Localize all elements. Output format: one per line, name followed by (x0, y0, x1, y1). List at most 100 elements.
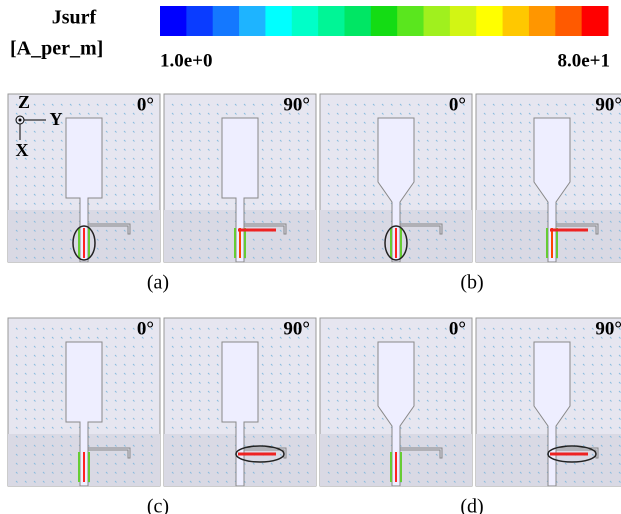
field-dot (252, 220, 255, 223)
field-dot (327, 247, 330, 250)
field-dot (51, 157, 54, 160)
field-dot (462, 345, 465, 348)
field-dot (306, 372, 309, 375)
field-dot (207, 157, 210, 160)
field-dot (492, 417, 495, 420)
field-dot (33, 238, 36, 241)
field-dot (582, 247, 585, 250)
field-dot (189, 462, 192, 465)
field-dot (591, 148, 594, 151)
angle-label: 0° (449, 94, 466, 115)
field-dot (381, 220, 384, 223)
field-dot (207, 121, 210, 124)
field-dot (600, 256, 603, 259)
field-dot (270, 390, 273, 393)
field-dot (618, 372, 621, 375)
field-dot (51, 381, 54, 384)
field-dot (381, 417, 384, 420)
field-dot (582, 408, 585, 411)
field-dot (15, 363, 18, 366)
legend-title: Jsurf (52, 7, 97, 29)
field-dot (216, 121, 219, 124)
field-dot (15, 480, 18, 483)
field-dot (564, 112, 567, 115)
field-dot (510, 417, 513, 420)
field-dot (24, 229, 27, 232)
field-dot (345, 363, 348, 366)
field-dot (306, 345, 309, 348)
field-dot (381, 211, 384, 214)
field-dot (417, 480, 420, 483)
field-dot (132, 175, 135, 178)
field-dot (363, 256, 366, 259)
field-dot (354, 435, 357, 438)
field-dot (501, 247, 504, 250)
field-dot (363, 381, 366, 384)
field-dot (528, 157, 531, 160)
field-dot (189, 130, 192, 133)
field-dot (618, 453, 621, 456)
field-dot (591, 327, 594, 330)
field-dot (444, 462, 447, 465)
field-dot (510, 166, 513, 169)
stub (88, 223, 131, 235)
field-dot (381, 471, 384, 474)
field-dot (207, 480, 210, 483)
field-dot (417, 426, 420, 429)
field-dot (42, 435, 45, 438)
field-dot (372, 480, 375, 483)
field-dot (453, 103, 456, 106)
field-dot (105, 256, 108, 259)
field-dot (24, 471, 27, 474)
field-dot (372, 193, 375, 196)
field-dot (582, 148, 585, 151)
field-dot (600, 417, 603, 420)
field-dot (483, 480, 486, 483)
field-dot (609, 336, 612, 339)
field-dot (600, 453, 603, 456)
field-dot (279, 426, 282, 429)
field-dot (483, 121, 486, 124)
field-dot (363, 471, 366, 474)
field-dot (483, 471, 486, 474)
field-dot (261, 175, 264, 178)
field-dot (288, 175, 291, 178)
field-dot (297, 193, 300, 196)
field-dot (171, 390, 174, 393)
field-dot (444, 345, 447, 348)
field-dot (372, 336, 375, 339)
field-dot (24, 372, 27, 375)
field-dot (483, 157, 486, 160)
field-dot (105, 166, 108, 169)
field-dot (24, 103, 27, 106)
patch (377, 117, 415, 263)
field-dot (573, 211, 576, 214)
field-dot (327, 408, 330, 411)
field-dot (96, 256, 99, 259)
field-dot (123, 202, 126, 205)
field-dot (336, 453, 339, 456)
field-dot (435, 202, 438, 205)
field-dot (501, 229, 504, 232)
field-dot (564, 247, 567, 250)
field-dot (327, 453, 330, 456)
field-dot (279, 256, 282, 259)
field-dot (123, 256, 126, 259)
field-dot (51, 462, 54, 465)
field-dot (528, 444, 531, 447)
field-dot (33, 480, 36, 483)
field-dot (96, 426, 99, 429)
field-dot (69, 471, 72, 474)
field-dot (51, 247, 54, 250)
field-dot (141, 354, 144, 357)
field-dot (270, 238, 273, 241)
field-dot (69, 112, 72, 115)
field-dot (306, 184, 309, 187)
field-dot (306, 220, 309, 223)
field-dot (537, 193, 540, 196)
field-dot (519, 462, 522, 465)
field-dot (24, 211, 27, 214)
field-dot (69, 426, 72, 429)
field-dot (297, 184, 300, 187)
field-dot (150, 139, 153, 142)
